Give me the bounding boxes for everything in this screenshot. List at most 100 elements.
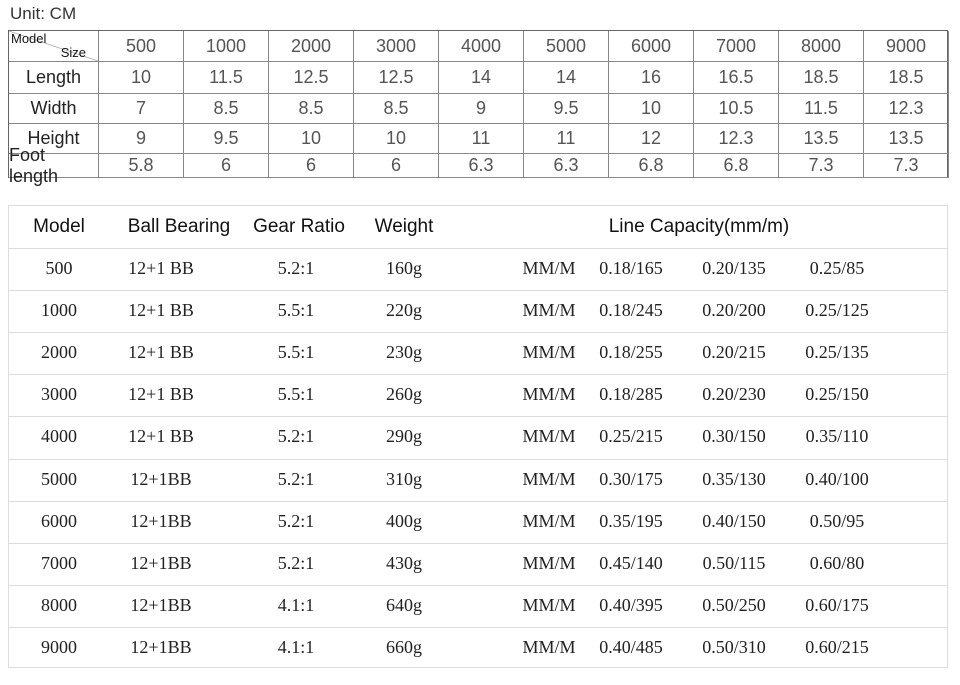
size-cell: 10 <box>99 62 184 94</box>
spec-cell: 0.18/245 <box>599 300 663 321</box>
spec-cell: 0.20/230 <box>702 384 766 405</box>
spec-cell: 660g <box>386 636 422 657</box>
spec-cell: 5.2:1 <box>277 426 315 447</box>
size-cell: 12.5 <box>269 62 354 94</box>
column-header: 2000 <box>269 31 354 62</box>
column-header: 1000 <box>184 31 269 62</box>
spec-cell: 0.30/150 <box>702 426 766 447</box>
spec-cell: 0.35/130 <box>702 468 766 489</box>
spec-cell: 12+1 BB <box>128 426 194 447</box>
spec-cell: 160g <box>386 258 422 278</box>
spec-cell: 0.40/100 <box>805 468 869 489</box>
row-divider <box>9 290 947 292</box>
corner-cell: Model Size <box>9 31 99 62</box>
spec-cell: 7000 <box>41 552 77 573</box>
spec-cell: 0.20/200 <box>702 300 766 321</box>
spec-cell: 5.2:1 <box>277 258 315 278</box>
spec-cell: 5.5:1 <box>277 384 315 405</box>
size-cell: 6 <box>269 154 354 178</box>
spec-cell: 12+1 BB <box>128 258 194 278</box>
spec-cell: 6000 <box>41 510 77 531</box>
size-cell: 10.5 <box>694 94 779 124</box>
row-divider <box>9 332 947 334</box>
row-divider <box>9 458 947 460</box>
spec-cell: 0.60/215 <box>805 636 869 657</box>
row-divider <box>9 500 947 502</box>
spec-cell: 0.60/175 <box>805 594 869 615</box>
spec-cell: 0.18/165 <box>599 258 663 278</box>
size-cell: 6.3 <box>524 154 609 178</box>
row-divider <box>9 626 947 628</box>
column-header: 9000 <box>864 31 949 62</box>
spec-cell: 5.5:1 <box>277 300 315 321</box>
size-cell: 14 <box>439 62 524 94</box>
spec-cell: 0.35/110 <box>805 426 869 447</box>
size-cell: 8.5 <box>269 94 354 124</box>
header-cell: Model <box>33 216 85 237</box>
spec-cell: 0.25/85 <box>809 258 865 278</box>
spec-cell: 12+1BB <box>130 552 192 573</box>
row-divider <box>9 584 947 586</box>
size-cell: 9.5 <box>184 124 269 154</box>
size-cell: 9.5 <box>524 94 609 124</box>
size-cell: 7.3 <box>779 154 864 178</box>
spec-cell: 12+1BB <box>130 636 192 657</box>
unit-label: Unit: CM <box>10 4 77 23</box>
column-header: 4000 <box>439 31 524 62</box>
size-cell: 6.8 <box>609 154 694 178</box>
corner-top: Model <box>11 31 47 46</box>
size-cell: 6.3 <box>439 154 524 178</box>
row-divider <box>9 416 947 418</box>
spec-cell: 4000 <box>41 426 77 447</box>
row-divider <box>9 248 947 249</box>
spec-cell: 310g <box>386 468 422 489</box>
spec-cell: MM/M <box>522 552 576 573</box>
size-cell: 18.5 <box>779 62 864 94</box>
spec-cell: MM/M <box>522 510 576 531</box>
spec-cell: 0.25/125 <box>805 300 869 321</box>
header-cell: Line Capacity(mm/m) <box>608 216 790 237</box>
row-label: Length <box>9 62 99 94</box>
spec-cell: 12+1BB <box>130 594 192 615</box>
size-cell: 6.8 <box>694 154 779 178</box>
spec-cell: 4.1:1 <box>277 636 315 657</box>
header-cell: Gear Ratio <box>253 216 345 237</box>
size-cell: 10 <box>609 94 694 124</box>
row-label: Foot length <box>9 145 99 186</box>
spec-cell: 12+1BB <box>130 468 192 489</box>
spec-cell: MM/M <box>522 594 576 615</box>
size-cell: 5.8 <box>99 154 184 178</box>
spec-cell: 5.2:1 <box>277 510 315 531</box>
spec-cell: 5.5:1 <box>277 342 315 363</box>
corner-bottom: Size <box>60 45 86 60</box>
size-cell: 13.5 <box>779 124 864 154</box>
spec-cell: 1000 <box>41 300 77 321</box>
size-cell: 8.5 <box>354 94 439 124</box>
spec-cell: MM/M <box>522 342 576 363</box>
spec-cell: 2000 <box>41 342 77 363</box>
size-cell: 8.5 <box>184 94 269 124</box>
size-cell: 9 <box>99 124 184 154</box>
spec-cell: MM/M <box>522 426 576 447</box>
spec-cell: 500 <box>45 258 73 278</box>
row-divider <box>9 374 947 376</box>
size-cell: 12 <box>609 124 694 154</box>
spec-cell: 0.25/215 <box>599 426 663 447</box>
row-divider <box>9 542 947 544</box>
spec-cell: 8000 <box>41 594 77 615</box>
size-cell: 11.5 <box>184 62 269 94</box>
row-label: Height <box>9 124 99 154</box>
spec-cell: 640g <box>386 594 422 615</box>
spec-cell: 9000 <box>41 636 77 657</box>
column-header: 7000 <box>694 31 779 62</box>
size-cell: 12.5 <box>354 62 439 94</box>
size-cell: 11.5 <box>779 94 864 124</box>
spec-cell: 5.2:1 <box>277 468 315 489</box>
spec-cell: 430g <box>386 552 422 573</box>
spec-cell: MM/M <box>522 636 576 657</box>
spec-cell: MM/M <box>522 384 576 405</box>
size-cell: 11 <box>439 124 524 154</box>
spec-cell: 12+1BB <box>130 510 192 531</box>
spec-cell: 0.18/255 <box>599 342 663 363</box>
size-cell: 16.5 <box>694 62 779 94</box>
